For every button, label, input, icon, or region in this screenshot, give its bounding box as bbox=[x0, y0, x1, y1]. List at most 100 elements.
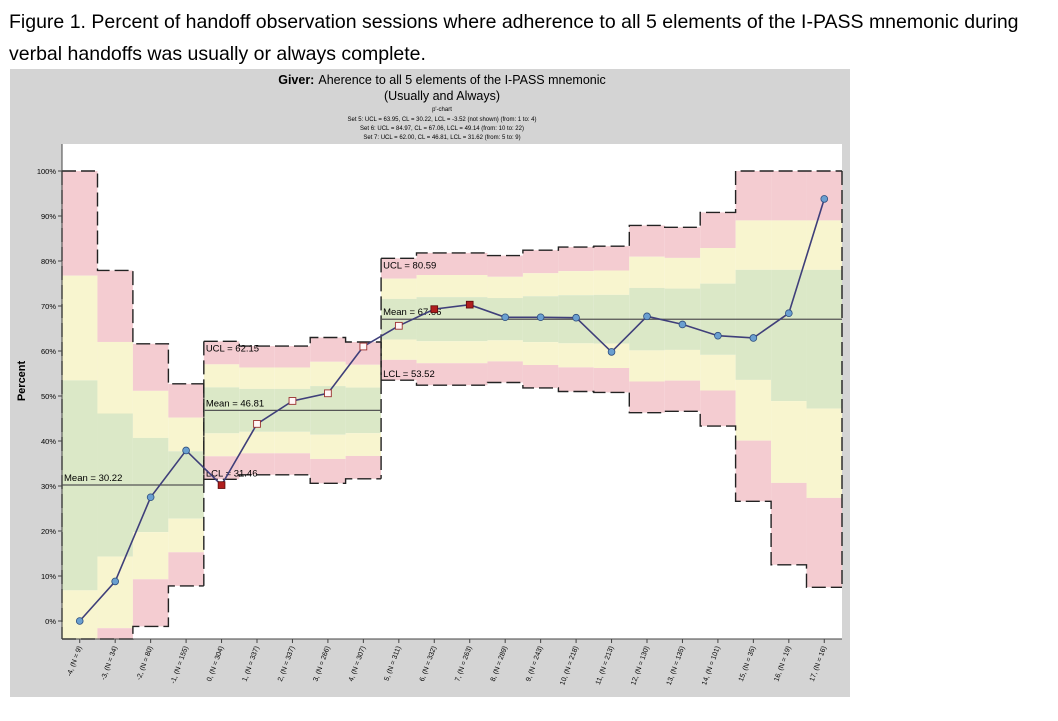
lcl-line bbox=[203, 474, 382, 484]
zone-green bbox=[735, 269, 772, 380]
data-point bbox=[501, 313, 509, 322]
data-point bbox=[217, 481, 226, 489]
ucl-label: UCL = 80.59 bbox=[383, 260, 436, 271]
zone-red-lower bbox=[487, 361, 523, 383]
zone-yellow-lower bbox=[62, 590, 98, 639]
y-tick-label: 70% bbox=[41, 302, 56, 311]
zone-yellow-upper bbox=[487, 276, 523, 299]
y-tick-label: 10% bbox=[41, 572, 56, 581]
zone-red-lower bbox=[203, 456, 240, 480]
data-point bbox=[643, 312, 651, 321]
zone-red-lower bbox=[558, 367, 594, 392]
zone-red-lower bbox=[168, 552, 204, 586]
data-point bbox=[785, 309, 793, 318]
data-point bbox=[359, 342, 368, 351]
zone-red-lower bbox=[771, 482, 807, 565]
zone-yellow-lower bbox=[629, 350, 665, 382]
data-point bbox=[465, 300, 474, 309]
lcl-line bbox=[381, 379, 842, 588]
zone-red-upper bbox=[664, 227, 701, 258]
y-tick-label: 60% bbox=[41, 347, 56, 356]
zone-red-upper bbox=[62, 171, 98, 276]
data-point bbox=[75, 617, 84, 625]
zone-yellow-lower bbox=[310, 434, 346, 459]
lcl-label: LCL = 31.46 bbox=[206, 468, 258, 479]
zone-red-upper bbox=[558, 247, 594, 272]
chart-subtitle: (Usually and Always) bbox=[384, 89, 500, 103]
zone-green bbox=[806, 269, 842, 409]
ucl-line bbox=[203, 336, 382, 347]
zone-red-lower bbox=[310, 458, 346, 484]
ucl-label: UCL = 62.15 bbox=[206, 343, 259, 354]
zone-red-lower bbox=[522, 365, 559, 388]
zone-red-upper bbox=[168, 383, 204, 418]
control-chart: Giver: Aherence to all 5 elements of the … bbox=[10, 69, 850, 697]
chart-kind-label: p'-chart bbox=[432, 107, 452, 113]
zone-yellow-upper bbox=[416, 275, 452, 298]
zone-yellow-upper bbox=[629, 256, 665, 288]
zone-yellow-lower bbox=[168, 518, 204, 553]
zone-yellow-lower bbox=[239, 431, 275, 454]
zone-red-upper bbox=[416, 252, 452, 276]
zone-yellow-upper bbox=[310, 361, 346, 387]
zone-red-upper bbox=[203, 341, 240, 365]
zone-yellow-upper bbox=[97, 341, 133, 414]
zone-red-upper bbox=[629, 225, 665, 257]
set-line-1: Set 5: UCL = 63.95, CL = 30.22, LCL = -3… bbox=[348, 117, 537, 123]
zone-yellow-upper bbox=[345, 364, 382, 388]
data-point bbox=[678, 320, 687, 329]
zone-red-lower bbox=[416, 363, 452, 386]
zone-yellow-upper bbox=[771, 220, 807, 270]
zone-yellow-lower bbox=[771, 401, 807, 483]
zone-red-lower bbox=[132, 579, 169, 627]
data-point bbox=[536, 313, 545, 322]
zone-yellow-lower bbox=[522, 342, 559, 366]
zone-yellow-upper bbox=[132, 390, 169, 438]
zone-yellow-lower bbox=[132, 532, 169, 580]
data-point bbox=[394, 321, 403, 330]
zone-yellow-lower bbox=[416, 341, 452, 364]
zone-yellow-upper bbox=[700, 248, 736, 284]
lcl-label: LCL = 53.52 bbox=[383, 369, 435, 380]
chart-title-block: Giver: Aherence to all 5 elements of the … bbox=[278, 73, 606, 141]
zone-yellow-lower bbox=[735, 379, 772, 441]
set-line-2: Set 6: UCL = 84.97, CL = 67.06, LCL = 49… bbox=[360, 126, 524, 132]
y-tick-label: 90% bbox=[41, 212, 56, 221]
data-point bbox=[820, 195, 829, 203]
zone-red-upper bbox=[132, 343, 169, 391]
data-point bbox=[111, 577, 119, 586]
chart-title-rest: Aherence to all 5 elements of the I-PASS… bbox=[318, 73, 605, 87]
y-tick-label: 100% bbox=[37, 167, 57, 176]
zone-red-lower bbox=[274, 453, 311, 475]
zone-red-lower bbox=[381, 359, 417, 381]
center-lines: Mean = 30.22 Mean = 46.81 UCL = 62.15 LCL =… bbox=[62, 260, 842, 486]
data-point bbox=[288, 397, 297, 405]
zone-yellow-upper bbox=[735, 220, 772, 270]
y-axis-label: Percent bbox=[16, 360, 28, 401]
zone-yellow-upper bbox=[274, 367, 311, 389]
zone-yellow-upper bbox=[203, 364, 240, 388]
y-tick-label: 80% bbox=[41, 257, 56, 266]
zone-red-lower bbox=[345, 455, 382, 479]
zone-yellow-lower bbox=[97, 556, 133, 629]
zone-yellow-lower bbox=[806, 408, 842, 498]
figure-caption: Figure 1. Percent of handoff observation… bbox=[9, 11, 1019, 65]
zone-yellow-lower bbox=[452, 341, 488, 364]
mean-label: Mean = 30.22 bbox=[64, 473, 122, 484]
zone-red-lower bbox=[700, 390, 736, 427]
zone-yellow-upper bbox=[239, 367, 275, 389]
zone-yellow-lower bbox=[203, 433, 240, 457]
zone-green bbox=[771, 269, 807, 402]
zone-red-upper bbox=[593, 246, 630, 271]
zone-yellow-upper bbox=[62, 275, 98, 381]
zone-yellow-upper bbox=[381, 278, 417, 299]
mean-label: Mean = 67.06 bbox=[383, 307, 441, 318]
zone-yellow-upper bbox=[593, 270, 630, 295]
zone-yellow-lower bbox=[274, 431, 311, 454]
zone-red-upper bbox=[381, 258, 417, 279]
zone-yellow-upper bbox=[664, 257, 701, 289]
data-point bbox=[182, 446, 190, 455]
zone-red-upper bbox=[274, 346, 311, 368]
data-point bbox=[749, 334, 758, 342]
set-line-3: Set 7: UCL = 62.00, CL = 46.81, LCL = 31… bbox=[363, 135, 520, 141]
